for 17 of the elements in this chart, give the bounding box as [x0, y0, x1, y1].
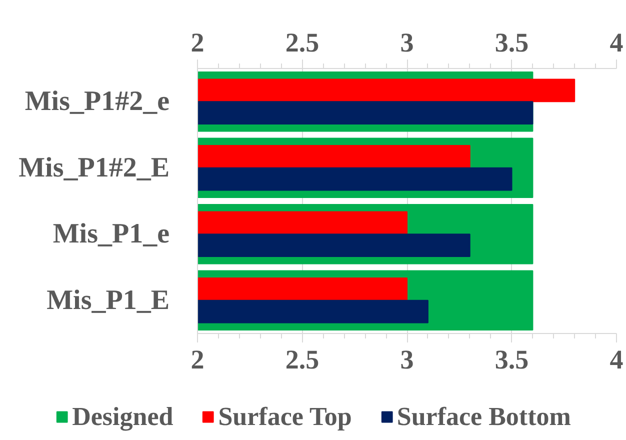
y-tick-label: Mis_P1_E: [46, 284, 170, 316]
x-tick-label: 3: [400, 28, 414, 58]
y-tick-label: Mis_P1#2_E: [18, 152, 170, 184]
x-tick-label: 2: [190, 28, 204, 58]
legend-label: Surface Bottom: [396, 402, 571, 432]
x-tick-label: 4: [610, 28, 624, 58]
legend-label: Surface Top: [218, 402, 352, 432]
x2-tick-label: 3.5: [494, 344, 529, 374]
x2-tick-label: 2: [190, 344, 204, 374]
y-tick-label: Mis_P1_e: [52, 218, 170, 250]
y-tick-label: Mis_P1#2_e: [24, 86, 170, 118]
x-tick-label: 3.5: [494, 28, 529, 58]
x-tick-label: 2.5: [285, 28, 320, 58]
x2-tick-label: 3: [400, 344, 414, 374]
x2-tick-label: 2.5: [285, 344, 320, 374]
legend-label: Designed: [72, 402, 174, 432]
x2-tick-label: 4: [610, 344, 624, 374]
